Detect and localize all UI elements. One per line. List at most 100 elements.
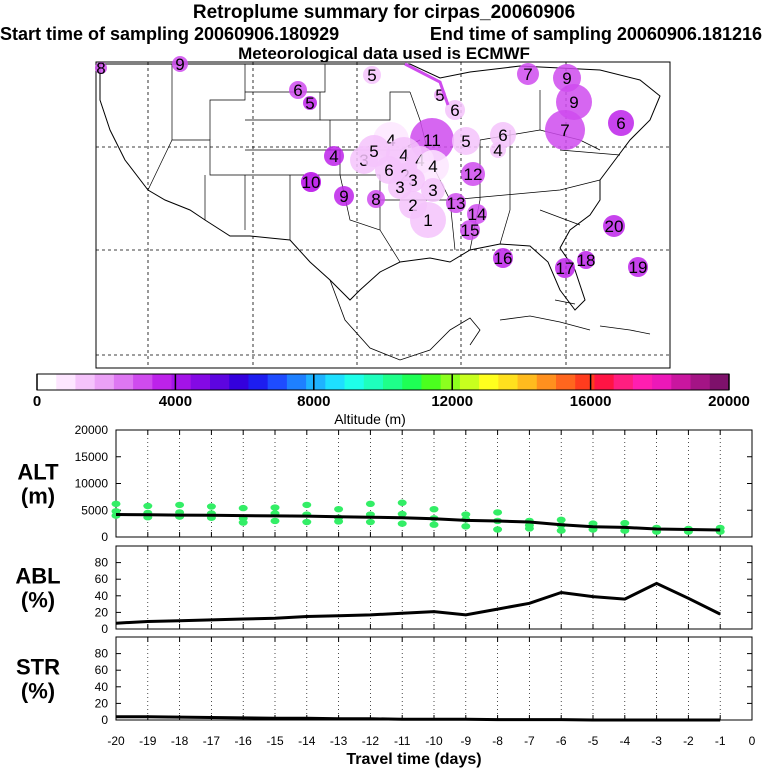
time-series-panels: 20000150001000050000ALT(m)806040200ABL(%… (15, 423, 755, 768)
start-time-label: Start time of sampling 20060906.180929 (0, 24, 340, 44)
x-tick-label: -15 (266, 734, 284, 748)
colorbar-swatch (440, 374, 461, 390)
colorbar-swatch (56, 374, 76, 390)
altitude-scatter-point (143, 502, 153, 510)
abl-panel: 80 60 40 20 0 ABL(%) (15, 545, 753, 636)
plume-marker: 9 (172, 55, 188, 74)
altitude-scatter-point (397, 499, 407, 506)
y-tick-label: 60 (95, 572, 109, 586)
map-frame (95, 61, 671, 369)
plume-marker-label: 3 (395, 178, 404, 197)
y-tick-label: 40 (95, 589, 109, 603)
colorbar-swatch (575, 374, 595, 390)
x-tick-label: -7 (524, 734, 535, 748)
colorbar-tick-label: 20000 (708, 393, 750, 410)
plume-marker-label: 6 (384, 161, 393, 180)
plume-marker-label: 3 (428, 181, 437, 200)
str-series-line (116, 715, 721, 722)
plume-marker: 6 (445, 100, 465, 120)
altitude-scatter-point (461, 523, 471, 530)
x-tick-label: -11 (394, 734, 411, 748)
x-tick-label: -2 (683, 734, 694, 748)
colorbar-tick-label: 0 (33, 393, 41, 410)
plume-marker-label: 7 (560, 121, 569, 140)
colorbar-swatch (210, 374, 230, 390)
altitude-scatter-point (238, 519, 248, 526)
plume-marker-label: 20 (605, 217, 624, 236)
colorbar-swatch (171, 374, 192, 390)
plume-marker: 7 (517, 63, 539, 85)
altitude-scatter-point (429, 521, 439, 528)
plume-marker-label: 4 (428, 157, 437, 176)
colorbar-label: Altitude (m) (334, 411, 406, 427)
plume-marker: 7 (545, 110, 585, 150)
colorbar-swatch (190, 374, 211, 390)
plume-marker: 17 (555, 258, 575, 278)
colorbar-swatch (536, 374, 557, 390)
altitude-scatter-point (302, 501, 312, 509)
plume-marker: 4 (490, 141, 506, 160)
plume-marker: 6 (289, 81, 307, 100)
y-tick-label: 80 (95, 647, 109, 661)
y-tick-label: 60 (95, 663, 109, 677)
x-tick-label: -8 (492, 734, 503, 748)
chart-title: Retroplume summary for cirpas_20060906 (192, 2, 576, 23)
altitude-scatter-point (429, 505, 439, 513)
plume-marker-label: 17 (556, 259, 575, 278)
colorbar-tick-label: 16000 (570, 393, 612, 410)
plume-marker-label: 10 (302, 173, 321, 192)
x-tick-label: -4 (619, 734, 630, 748)
plume-marker-label: 2 (408, 196, 417, 215)
colorbar-swatch (402, 374, 422, 390)
colorbar-swatch (632, 374, 653, 390)
alt-series-line (115, 513, 721, 532)
altitude-scatter-point (493, 509, 503, 516)
plume-marker-label: 4 (399, 146, 408, 165)
colorbar-swatch (75, 374, 96, 390)
plume-marker-label: 9 (175, 55, 184, 74)
altitude-scatter-point (334, 518, 344, 525)
plume-marker-label: 12 (464, 165, 483, 184)
x-tick-label: -13 (330, 734, 348, 748)
colorbar-swatch (652, 374, 672, 390)
str-axis-label: STR (16, 655, 60, 680)
colorbar-swatch (709, 374, 730, 390)
y-tick-label: 20 (95, 696, 109, 710)
plume-marker-label: 19 (629, 258, 648, 277)
plume-markers: 8956561099765115644435444623331210978211… (95, 55, 648, 278)
x-tick-label: -12 (362, 734, 380, 748)
x-tick-label: -5 (588, 734, 599, 748)
x-tick-label: -6 (556, 734, 567, 748)
colorbar-swatch (37, 374, 57, 390)
altitude-scatter-point (365, 518, 375, 526)
plume-marker-label: 7 (523, 65, 532, 84)
alt-axis-label: (m) (21, 484, 55, 509)
y-tick-label: 0 (101, 713, 108, 727)
colorbar-swatch (344, 374, 365, 390)
plume-marker-label: 11 (423, 131, 441, 150)
y-tick-label: 10000 (75, 477, 109, 491)
plume-marker-label: 13 (447, 194, 466, 213)
plume-marker-label: 6 (498, 126, 507, 145)
alt-axis-label: ALT (17, 460, 59, 485)
plume-marker-label: 8 (96, 59, 105, 78)
plume-marker: 4 (417, 150, 449, 182)
plume-marker-label: 5 (461, 132, 470, 151)
altitude-scatter-point (397, 510, 407, 518)
x-tick-label: -3 (651, 734, 662, 748)
plume-marker-label: 5 (305, 94, 314, 113)
x-tick-label: -19 (139, 734, 157, 748)
met-data-label: Meteorological data used is ECMWF (238, 44, 530, 63)
plume-marker: 5 (452, 127, 480, 155)
plume-marker-label: 9 (569, 93, 578, 112)
plume-track (404, 62, 450, 106)
plume-marker: 8 (95, 59, 107, 78)
colorbar-swatch (94, 374, 115, 390)
end-time-label: End time of sampling 20060906.181216 (429, 24, 762, 44)
colorbar-swatch (113, 374, 134, 390)
altitude-colorbar: 0 4000 8000 12000 16000 20000 (33, 373, 750, 410)
plume-marker-label: 4 (386, 131, 395, 150)
plume-marker-label: 16 (494, 249, 513, 268)
plume-marker: 9 (334, 186, 354, 206)
altitude-scatter-point (524, 525, 534, 532)
